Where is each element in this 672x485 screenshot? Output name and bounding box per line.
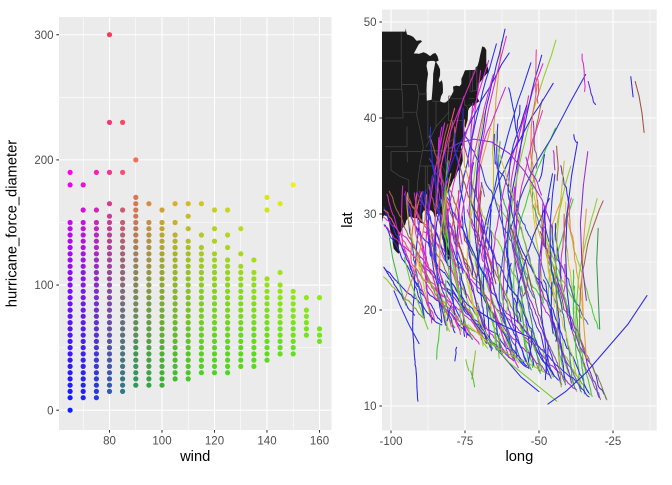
svg-text:140: 140 [257,436,276,448]
svg-text:200: 200 [34,155,53,167]
svg-text:100: 100 [152,436,171,448]
svg-text:hurricane_force_diameter: hurricane_force_diameter [5,140,21,307]
svg-text:20: 20 [364,305,377,317]
svg-text:-75: -75 [457,436,474,448]
svg-text:-25: -25 [605,436,622,448]
svg-text:long: long [506,449,534,465]
svg-text:120: 120 [205,436,224,448]
svg-text:50: 50 [364,17,377,29]
svg-text:0: 0 [47,405,53,417]
svg-text:-100: -100 [379,436,402,448]
svg-text:300: 300 [34,30,53,42]
svg-text:30: 30 [364,209,377,221]
svg-text:160: 160 [310,436,329,448]
svg-text:100: 100 [34,280,53,292]
svg-text:lat: lat [340,212,356,228]
svg-text:10: 10 [364,401,377,413]
svg-text:wind: wind [179,449,210,465]
svg-text:-50: -50 [531,436,548,448]
svg-text:40: 40 [364,113,377,125]
svg-text:80: 80 [103,436,116,448]
